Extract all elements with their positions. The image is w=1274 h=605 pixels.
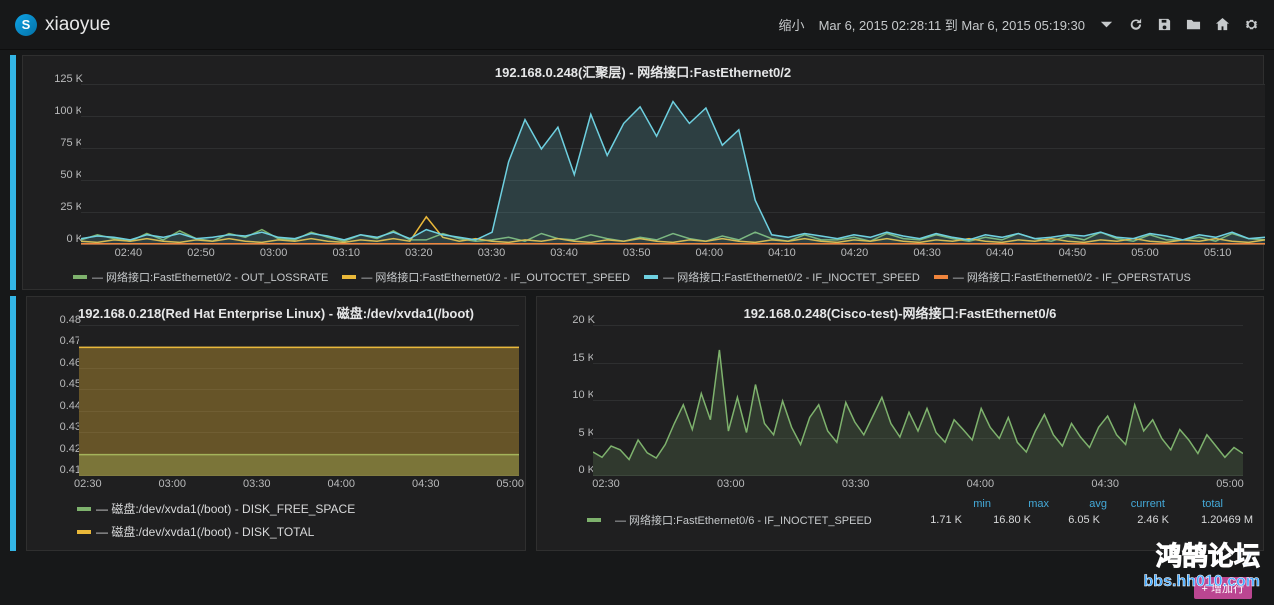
legend-fe02: — 网络接口:FastEthernet0/2 - OUT_LOSSRATE — 网… (33, 269, 1253, 285)
legend-disk: — 磁盘:/dev/xvda1(/boot) - DISK_FREE_SPACE… (37, 500, 515, 540)
chart-fe02[interactable]: 0 K25 K50 K75 K100 K125 K 02:4002:5003:0… (33, 85, 1253, 263)
chart-fe06[interactable]: 0 K5 K10 K15 K20 K 02:3003:0003:3004:000… (547, 326, 1253, 494)
home-icon[interactable] (1215, 17, 1230, 32)
watermark-text: 鸿鹄论坛 (1144, 536, 1260, 573)
brand[interactable]: S xiaoyue (15, 14, 111, 36)
gear-icon[interactable] (1244, 17, 1259, 32)
panel-disk-xvda1: 192.168.0.218(Red Hat Enterprise Linux) … (26, 296, 526, 551)
stats-header: current (1123, 498, 1165, 510)
legend-item[interactable]: — 网络接口:FastEthernet0/2 - IF_OUTOCTET_SPE… (342, 269, 630, 285)
legend-item[interactable]: — 网络接口:FastEthernet0/2 - IF_INOCTET_SPEE… (644, 269, 920, 285)
stats-headers: min max avg current total (547, 498, 1253, 510)
refresh-icon[interactable] (1128, 17, 1143, 32)
topbar: S xiaoyue 缩小 Mar 6, 2015 02:28:11 到 Mar … (0, 0, 1274, 50)
time-range-picker[interactable]: Mar 6, 2015 02:28:11 到 Mar 6, 2015 05:19… (819, 15, 1085, 34)
stats-header: avg (1065, 498, 1107, 510)
row-handle[interactable] (10, 296, 16, 551)
legend-item[interactable]: — 网络接口:FastEthernet0/2 - OUT_LOSSRATE (73, 269, 328, 285)
panel-title: 192.168.0.248(汇聚层) - 网络接口:FastEthernet0/… (33, 62, 1253, 81)
folder-icon[interactable] (1186, 17, 1201, 32)
row-2: 192.168.0.218(Red Hat Enterprise Linux) … (10, 296, 1264, 551)
dashboard-name: xiaoyue (45, 14, 111, 36)
watermark-url: bbs.hh010.com (1144, 573, 1260, 591)
row-handle[interactable] (10, 55, 16, 290)
legend-item[interactable]: — 网络接口:FastEthernet0/2 - IF_OPERSTATUS (934, 269, 1191, 285)
stats-header: max (1007, 498, 1049, 510)
legend-item[interactable]: — 磁盘:/dev/xvda1(/boot) - DISK_FREE_SPACE (77, 500, 515, 517)
stats-header: min (949, 498, 991, 510)
watermark: 鸿鹄论坛 bbs.hh010.com (1144, 536, 1260, 591)
panel-title: 192.168.0.248(Cisco-test)-网络接口:FastEther… (547, 303, 1253, 322)
legend-item[interactable]: — 磁盘:/dev/xvda1(/boot) - DISK_TOTAL (77, 523, 515, 540)
zoom-out-link[interactable]: 缩小 (779, 15, 805, 34)
chevron-down-icon[interactable] (1099, 17, 1114, 32)
topbar-right: 缩小 Mar 6, 2015 02:28:11 到 Mar 6, 2015 05… (779, 15, 1259, 34)
row-1: 192.168.0.248(汇聚层) - 网络接口:FastEthernet0/… (10, 55, 1264, 290)
stats-header: total (1181, 498, 1223, 510)
panel-fastethernet-0-2: 192.168.0.248(汇聚层) - 网络接口:FastEthernet0/… (22, 55, 1264, 290)
logo-icon: S (15, 14, 37, 36)
panel-title: 192.168.0.218(Red Hat Enterprise Linux) … (37, 303, 515, 322)
dashboard-body: 192.168.0.248(汇聚层) - 网络接口:FastEthernet0/… (0, 50, 1274, 551)
chart-disk[interactable]: 0.410.420.430.440.450.460.470.48 02:3003… (37, 326, 515, 494)
save-icon[interactable] (1157, 17, 1172, 32)
series-stats: — 网络接口:FastEthernet0/6 - IF_INOCTET_SPEE… (547, 512, 1253, 528)
panel-fastethernet-0-6: 192.168.0.248(Cisco-test)-网络接口:FastEther… (536, 296, 1264, 551)
